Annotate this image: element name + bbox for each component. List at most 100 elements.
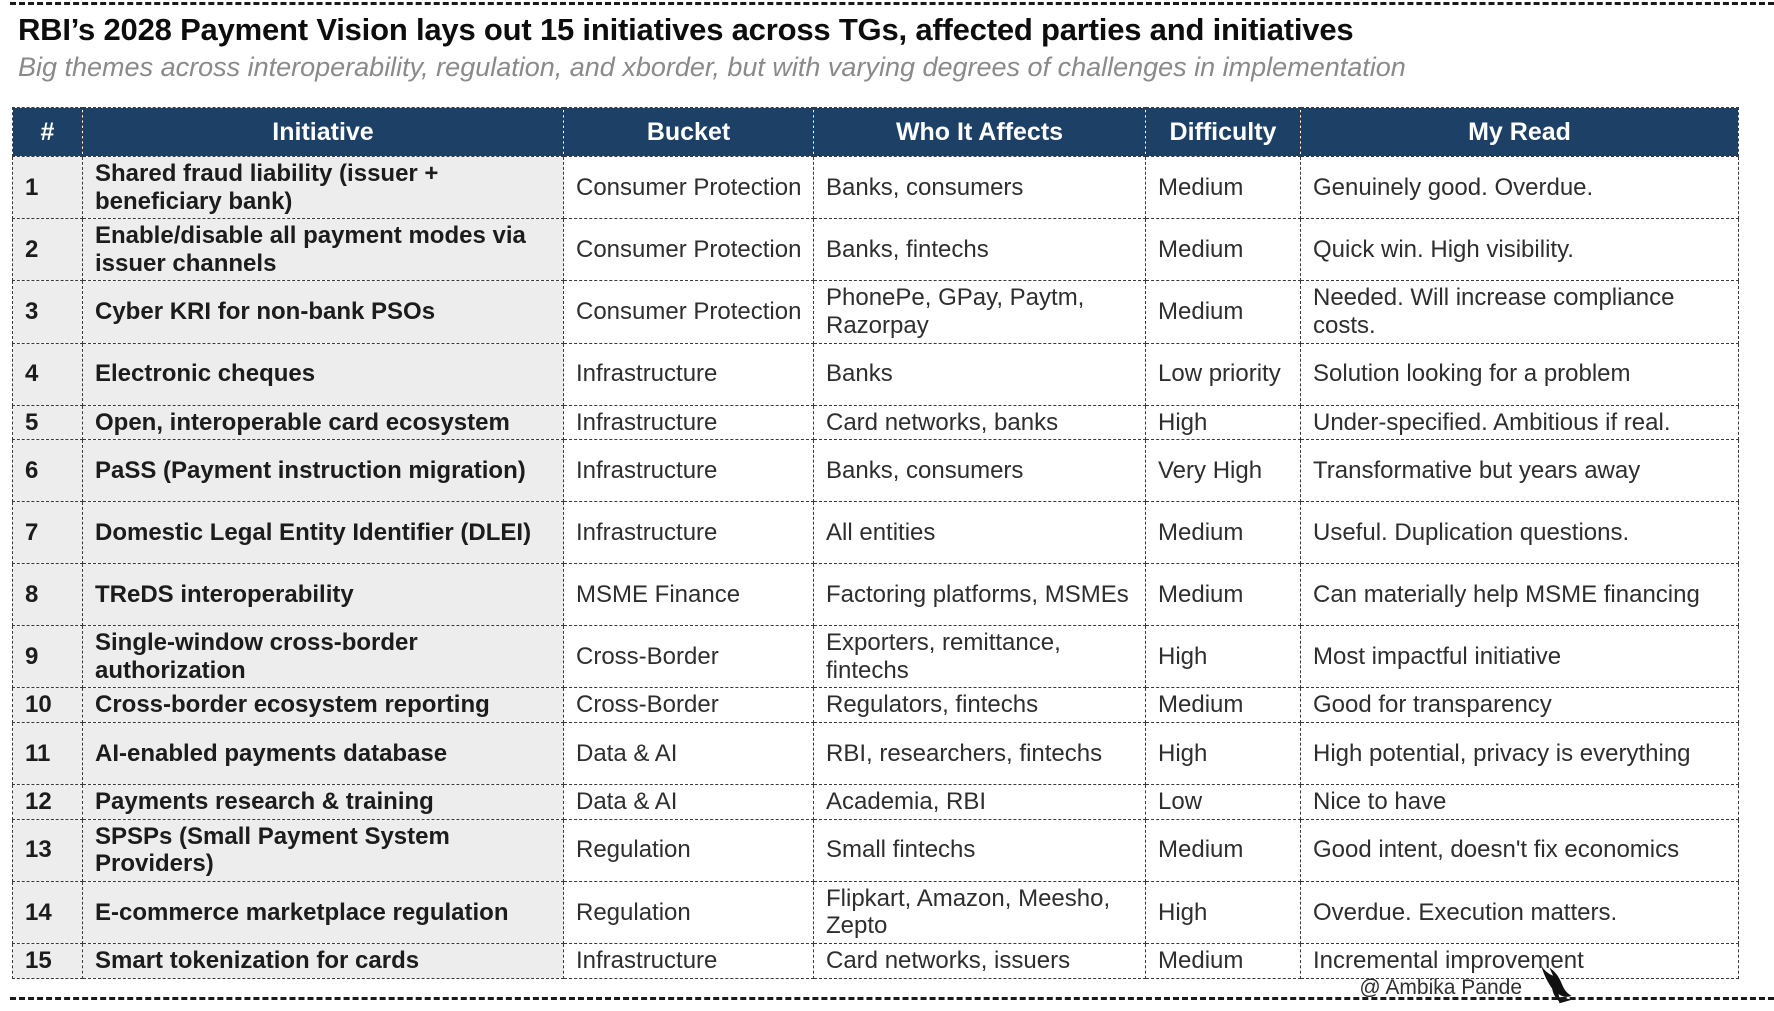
- cell-initiative: Cross-border ecosystem reporting: [82, 687, 564, 723]
- cell-difficulty: Low: [1145, 783, 1301, 820]
- cell-my-read: Needed. Will increase compliance costs.: [1300, 280, 1739, 344]
- cell-bucket: Consumer Protection: [563, 155, 814, 220]
- cell-my-read: Under-specified. Ambitious if real.: [1300, 404, 1739, 441]
- row-number: 9: [12, 625, 83, 689]
- column-header-difficulty: Difficulty: [1145, 107, 1301, 157]
- table-row: 13 SPSPs (Small Payment System Providers)…: [12, 818, 1739, 882]
- row-number: 12: [12, 783, 83, 820]
- cell-initiative: Shared fraud liability (issuer + benefic…: [82, 155, 564, 220]
- table-row: 9 Single-window cross-border authorizatio…: [12, 625, 1739, 689]
- cell-difficulty: Medium: [1145, 818, 1301, 882]
- cell-initiative: Smart tokenization for cards: [82, 942, 564, 979]
- row-number: 14: [12, 880, 83, 944]
- cell-my-read: Overdue. Execution matters.: [1300, 880, 1739, 944]
- cell-initiative: TReDS interoperability: [82, 563, 564, 627]
- table-row: 15 Smart tokenization for cards Infrastruc…: [12, 942, 1739, 979]
- cell-who-it-affects: Academia, RBI: [813, 783, 1146, 820]
- row-number: 5: [12, 404, 83, 441]
- row-number: 10: [12, 687, 83, 723]
- row-number: 8: [12, 563, 83, 627]
- table-row: 2 Enable/disable all payment modes via is…: [12, 218, 1739, 282]
- row-number: 4: [12, 342, 83, 406]
- cell-difficulty: Medium: [1145, 687, 1301, 723]
- cell-who-it-affects: Flipkart, Amazon, Meesho, Zepto: [813, 880, 1146, 944]
- cell-bucket: MSME Finance: [563, 563, 814, 627]
- cell-initiative: Enable/disable all payment modes via iss…: [82, 218, 564, 282]
- cell-difficulty: Medium: [1145, 280, 1301, 344]
- cell-my-read: Transformative but years away: [1300, 439, 1739, 503]
- cell-who-it-affects: Banks: [813, 342, 1146, 406]
- cell-initiative: Cyber KRI for non-bank PSOs: [82, 280, 564, 344]
- cell-bucket: Consumer Protection: [563, 218, 814, 282]
- cell-who-it-affects: Banks, consumers: [813, 439, 1146, 503]
- cell-initiative: Payments research & training: [82, 783, 564, 820]
- table-header-row: # Initiative Bucket Who It Affects Diffi…: [12, 107, 1739, 157]
- cell-my-read: Good for transparency: [1300, 687, 1739, 723]
- cell-my-read: High potential, privacy is everything: [1300, 721, 1739, 785]
- cell-bucket: Cross-Border: [563, 687, 814, 723]
- row-number: 15: [12, 942, 83, 979]
- column-header-number: #: [12, 107, 83, 157]
- cell-bucket: Infrastructure: [563, 501, 814, 565]
- table-row: 1 Shared fraud liability (issuer + benefi…: [12, 155, 1739, 220]
- page-title: RBI’s 2028 Payment Vision lays out 15 in…: [18, 12, 1354, 47]
- cell-difficulty: Low priority: [1145, 342, 1301, 406]
- cell-bucket: Regulation: [563, 818, 814, 882]
- cell-my-read: Useful. Duplication questions.: [1300, 501, 1739, 565]
- row-number: 7: [12, 501, 83, 565]
- cell-who-it-affects: Banks, fintechs: [813, 218, 1146, 282]
- column-header-my-read: My Read: [1300, 107, 1739, 157]
- bottom-dashed-divider: [10, 997, 1774, 1000]
- initiatives-table: # Initiative Bucket Who It Affects Diffi…: [12, 107, 1739, 979]
- cell-bucket: Cross-Border: [563, 625, 814, 689]
- cell-initiative: Single-window cross-border authorization: [82, 625, 564, 689]
- cell-my-read: Nice to have: [1300, 783, 1739, 820]
- column-header-who: Who It Affects: [813, 107, 1146, 157]
- cell-difficulty: High: [1145, 625, 1301, 689]
- cell-bucket: Data & AI: [563, 721, 814, 785]
- cell-bucket: Infrastructure: [563, 439, 814, 503]
- cell-difficulty: High: [1145, 880, 1301, 944]
- row-number: 2: [12, 218, 83, 282]
- cell-my-read: Good intent, doesn't fix economics: [1300, 818, 1739, 882]
- table-row: 7 Domestic Legal Entity Identifier (DLEI)…: [12, 501, 1739, 565]
- cell-initiative: AI-enabled payments database: [82, 721, 564, 785]
- cell-my-read: Solution looking for a problem: [1300, 342, 1739, 406]
- cell-difficulty: Medium: [1145, 501, 1301, 565]
- cell-difficulty: High: [1145, 721, 1301, 785]
- cell-who-it-affects: Card networks, issuers: [813, 942, 1146, 979]
- cell-my-read: Most impactful initiative: [1300, 625, 1739, 689]
- cell-who-it-affects: Regulators, fintechs: [813, 687, 1146, 723]
- column-header-initiative: Initiative: [82, 107, 564, 157]
- cell-initiative: Electronic cheques: [82, 342, 564, 406]
- cell-my-read: Can materially help MSME financing: [1300, 563, 1739, 627]
- cell-bucket: Data & AI: [563, 783, 814, 820]
- row-number: 13: [12, 818, 83, 882]
- cell-difficulty: High: [1145, 404, 1301, 441]
- top-dashed-divider: [10, 2, 1774, 5]
- table-row: 11 AI-enabled payments database Data & AI R…: [12, 721, 1739, 785]
- page-subtitle: Big themes across interoperability, regu…: [18, 52, 1406, 82]
- cell-difficulty: Medium: [1145, 218, 1301, 282]
- cell-difficulty: Very High: [1145, 439, 1301, 503]
- cell-who-it-affects: Small fintechs: [813, 818, 1146, 882]
- table-row: 12 Payments research & training Data & AI A…: [12, 783, 1739, 820]
- cell-who-it-affects: Banks, consumers: [813, 155, 1146, 220]
- table-row: 5 Open, interoperable card ecosystem Infra…: [12, 404, 1739, 441]
- cell-initiative: Domestic Legal Entity Identifier (DLEI): [82, 501, 564, 565]
- cell-who-it-affects: RBI, researchers, fintechs: [813, 721, 1146, 785]
- cell-bucket: Regulation: [563, 880, 814, 944]
- cell-initiative: PaSS (Payment instruction migration): [82, 439, 564, 503]
- author-credit: @ Ambika Pande: [1359, 962, 1576, 1004]
- cell-initiative: E-commerce marketplace regulation: [82, 880, 564, 944]
- row-number: 6: [12, 439, 83, 503]
- row-number: 3: [12, 280, 83, 344]
- table-row: 4 Electronic cheques Infrastructure Banks Lo…: [12, 342, 1739, 406]
- cell-my-read: Incremental improvement: [1300, 942, 1739, 979]
- cell-who-it-affects: Exporters, remittance, fintechs: [813, 625, 1146, 689]
- cell-bucket: Infrastructure: [563, 404, 814, 441]
- cell-who-it-affects: Card networks, banks: [813, 404, 1146, 441]
- cell-my-read: Genuinely good. Overdue.: [1300, 155, 1739, 220]
- cell-who-it-affects: All entities: [813, 501, 1146, 565]
- cell-bucket: Infrastructure: [563, 342, 814, 406]
